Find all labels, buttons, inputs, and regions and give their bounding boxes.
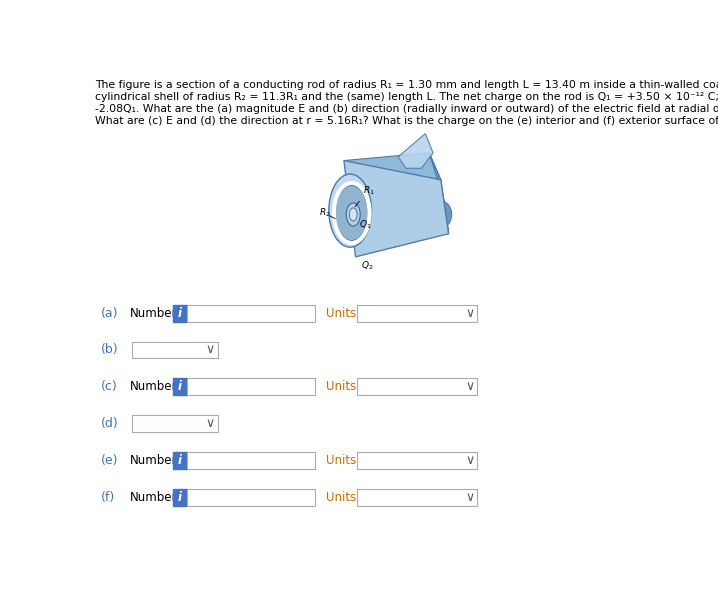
Text: (f): (f) bbox=[101, 492, 116, 504]
Ellipse shape bbox=[329, 174, 371, 247]
Text: $R_1$: $R_1$ bbox=[363, 185, 374, 197]
Text: The figure is a section of a conducting rod of radius R₁ = 1.30 mm and length L : The figure is a section of a conducting … bbox=[95, 80, 718, 89]
Polygon shape bbox=[344, 153, 441, 191]
FancyBboxPatch shape bbox=[172, 452, 187, 470]
Text: ∨: ∨ bbox=[465, 381, 474, 394]
Text: Units: Units bbox=[326, 381, 356, 394]
Text: ∨: ∨ bbox=[465, 306, 474, 319]
Text: i: i bbox=[177, 381, 182, 394]
Text: Units: Units bbox=[326, 492, 356, 504]
Text: Number: Number bbox=[130, 492, 177, 504]
Text: (a): (a) bbox=[101, 306, 119, 319]
Text: $R_2$: $R_2$ bbox=[319, 207, 331, 219]
Text: i: i bbox=[177, 306, 182, 319]
FancyBboxPatch shape bbox=[172, 378, 187, 395]
Polygon shape bbox=[398, 134, 433, 169]
Text: i: i bbox=[177, 492, 182, 504]
Polygon shape bbox=[429, 153, 449, 234]
Ellipse shape bbox=[350, 208, 357, 221]
Text: i: i bbox=[177, 454, 182, 467]
Ellipse shape bbox=[430, 201, 452, 228]
Text: Number: Number bbox=[130, 454, 177, 467]
FancyBboxPatch shape bbox=[172, 305, 187, 321]
Ellipse shape bbox=[346, 203, 360, 226]
FancyBboxPatch shape bbox=[357, 489, 477, 506]
Polygon shape bbox=[344, 161, 449, 257]
FancyBboxPatch shape bbox=[357, 452, 477, 470]
Text: (c): (c) bbox=[101, 381, 118, 394]
Text: ∨: ∨ bbox=[205, 417, 215, 430]
Text: (d): (d) bbox=[101, 417, 119, 430]
Text: Number: Number bbox=[130, 381, 177, 394]
Text: Units: Units bbox=[326, 306, 356, 319]
FancyBboxPatch shape bbox=[172, 489, 187, 506]
Text: ∨: ∨ bbox=[205, 343, 215, 357]
FancyBboxPatch shape bbox=[187, 378, 314, 395]
FancyBboxPatch shape bbox=[187, 452, 314, 470]
Polygon shape bbox=[344, 161, 449, 257]
Text: $Q_2$: $Q_2$ bbox=[361, 259, 373, 272]
Text: $Q_1$: $Q_1$ bbox=[360, 219, 372, 231]
FancyBboxPatch shape bbox=[187, 305, 314, 321]
FancyBboxPatch shape bbox=[132, 416, 218, 432]
Text: Units: Units bbox=[326, 454, 356, 467]
Text: -2.08Q₁. What are the (a) magnitude E and (b) direction (radially inward or outw: -2.08Q₁. What are the (a) magnitude E an… bbox=[95, 104, 718, 113]
FancyBboxPatch shape bbox=[132, 341, 218, 359]
Text: (e): (e) bbox=[101, 454, 119, 467]
Text: cylindrical shell of radius R₂ = 11.3R₁ and the (same) length L. The net charge : cylindrical shell of radius R₂ = 11.3R₁ … bbox=[95, 92, 718, 102]
FancyBboxPatch shape bbox=[357, 305, 477, 321]
Text: (b): (b) bbox=[101, 343, 119, 357]
Text: ∨: ∨ bbox=[465, 492, 474, 504]
Text: What are (c) E and (d) the direction at r = 5.16R₁? What is the charge on the (e: What are (c) E and (d) the direction at … bbox=[95, 115, 718, 126]
Ellipse shape bbox=[335, 185, 368, 241]
Text: ∨: ∨ bbox=[465, 454, 474, 467]
Text: Number: Number bbox=[130, 306, 177, 319]
FancyBboxPatch shape bbox=[357, 378, 477, 395]
FancyBboxPatch shape bbox=[187, 489, 314, 506]
